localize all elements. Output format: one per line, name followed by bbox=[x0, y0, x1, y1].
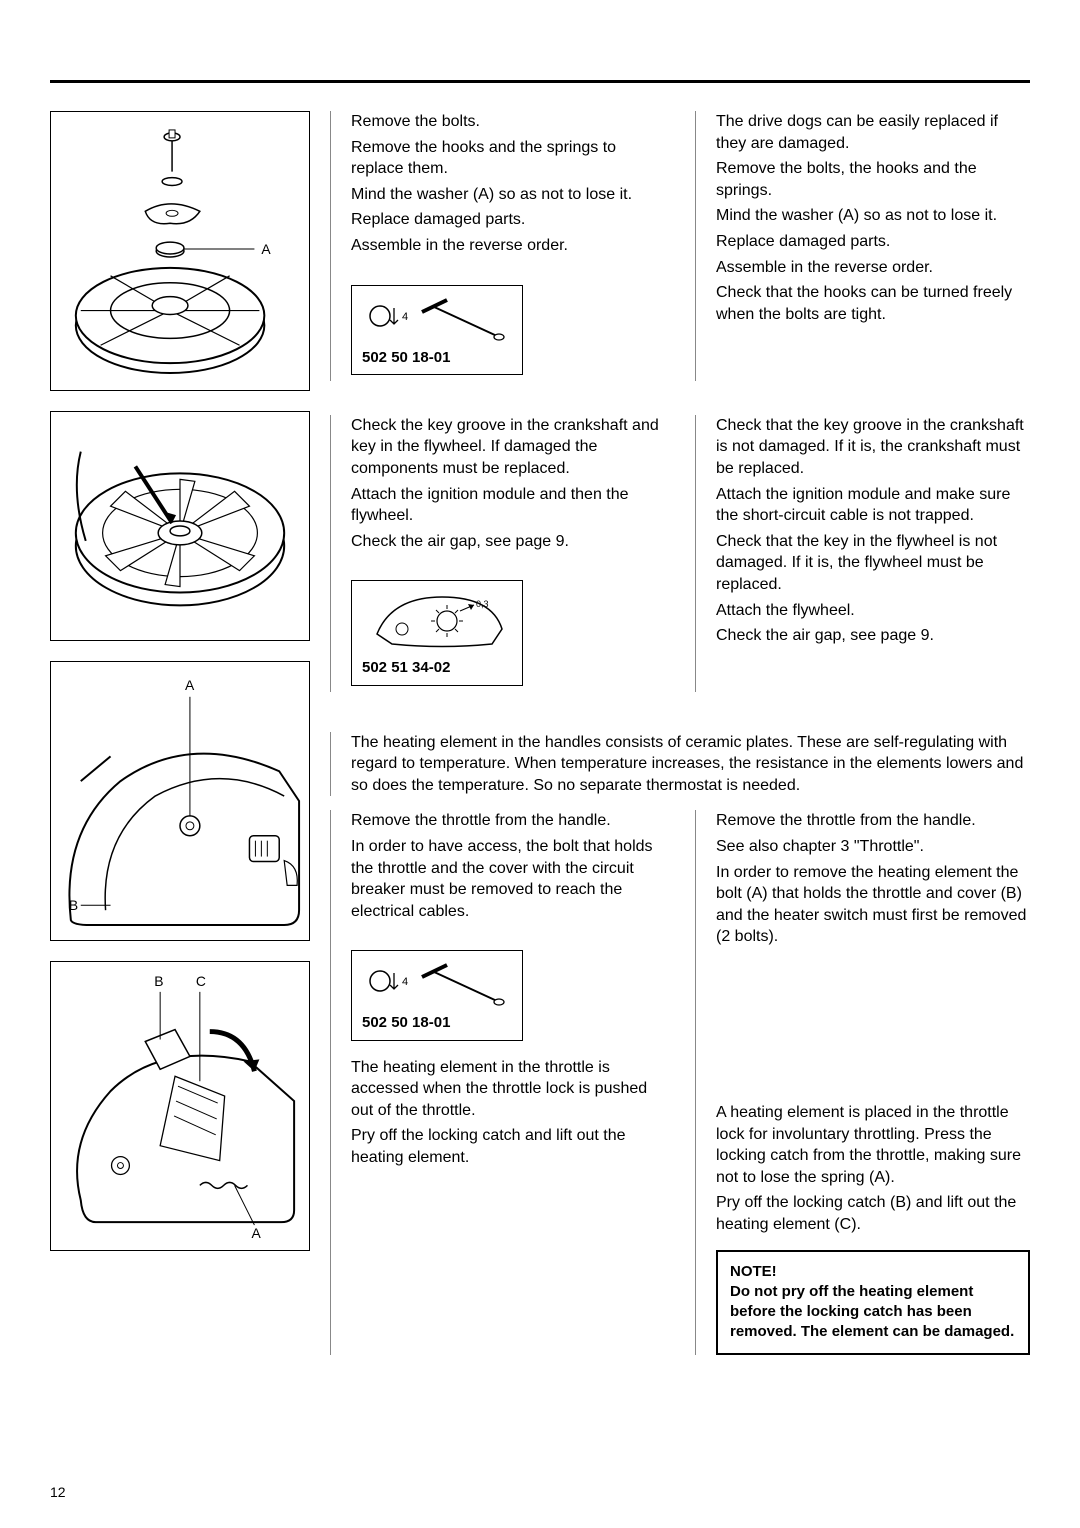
fig4-label-b: B bbox=[154, 973, 163, 989]
s2-r-p1: Check that the key groove in the cranksh… bbox=[716, 415, 1030, 480]
tool3-partno: 502 50 18-01 bbox=[362, 1013, 512, 1033]
tool2-partno: 502 51 34-02 bbox=[362, 658, 512, 678]
page-number: 12 bbox=[50, 1484, 66, 1500]
s2-r-p2: Attach the ignition module and make sure… bbox=[716, 484, 1030, 527]
s1-r-p3: Mind the washer (A) so as not to lose it… bbox=[716, 205, 1030, 227]
s2-r-p4: Attach the flywheel. bbox=[716, 600, 1030, 622]
tool1-torque: 4 bbox=[402, 311, 408, 323]
s2-mid-p1: Check the key groove in the crankshaft a… bbox=[351, 415, 665, 480]
fig3-label-a: A bbox=[185, 677, 195, 693]
fig4-label-c: C bbox=[196, 973, 206, 989]
tool1-partno: 502 50 18-01 bbox=[362, 348, 512, 368]
figure-flywheel bbox=[50, 411, 310, 641]
s4-mid-p1: The heating element in the throttle is a… bbox=[351, 1057, 665, 1122]
s1-r-p5: Assemble in the reverse order. bbox=[716, 257, 1030, 279]
figure-handle-heater: A B bbox=[50, 661, 310, 941]
section-1: Remove the bolts. Remove the hooks and t… bbox=[330, 111, 1030, 381]
s3-r-p3: In order to remove the heating element t… bbox=[716, 862, 1030, 948]
tool-box-2: 0,3 502 51 34-02 bbox=[351, 580, 523, 685]
s4-r-p2: Pry off the locking catch (B) and lift o… bbox=[716, 1192, 1030, 1235]
text-area: Remove the bolts. Remove the hooks and t… bbox=[330, 111, 1030, 1355]
s1-r-p4: Replace damaged parts. bbox=[716, 231, 1030, 253]
s2-mid-p3: Check the air gap, see page 9. bbox=[351, 531, 665, 553]
fig4-label-a: A bbox=[251, 1225, 261, 1241]
s2-r-p3: Check that the key in the flywheel is no… bbox=[716, 531, 1030, 596]
tool3-torque: 4 bbox=[402, 976, 408, 988]
figure-column: A bbox=[50, 111, 310, 1355]
s1-r-p6: Check that the hooks can be turned freel… bbox=[716, 282, 1030, 325]
s1-mid-p5: Assemble in the reverse order. bbox=[351, 235, 665, 257]
tool-box-3: 4 502 50 18-01 bbox=[351, 950, 523, 1040]
section-3-intro-wrap: The heating element in the handles consi… bbox=[330, 732, 1030, 797]
s1-r-p1: The drive dogs can be easily replaced if… bbox=[716, 111, 1030, 154]
s3-mid-p1: Remove the throttle from the handle. bbox=[351, 810, 665, 832]
s1-mid-p1: Remove the bolts. bbox=[351, 111, 665, 133]
note-box: NOTE! Do not pry off the heating element… bbox=[716, 1250, 1030, 1355]
s3-r-p1: Remove the throttle from the handle. bbox=[716, 810, 1030, 832]
top-rule bbox=[50, 80, 1030, 83]
s2-r-p5: Check the air gap, see page 9. bbox=[716, 625, 1030, 647]
figure-throttle-lock: A B C bbox=[50, 961, 310, 1251]
tool2-gap: 0,3 bbox=[476, 599, 489, 609]
section-2: Check the key groove in the crankshaft a… bbox=[330, 415, 1030, 692]
s3-mid-p2: In order to have access, the bolt that h… bbox=[351, 836, 665, 922]
figure-starter-pulley: A bbox=[50, 111, 310, 391]
s1-mid-p3: Mind the washer (A) so as not to lose it… bbox=[351, 184, 665, 206]
page: A bbox=[0, 0, 1080, 1528]
s3-intro: The heating element in the handles consi… bbox=[351, 732, 1030, 797]
s2-mid-p2: Attach the ignition module and then the … bbox=[351, 484, 665, 527]
s1-r-p2: Remove the bolts, the hooks and the spri… bbox=[716, 158, 1030, 201]
fig1-label-a: A bbox=[261, 241, 271, 257]
s1-mid-p4: Replace damaged parts. bbox=[351, 209, 665, 231]
s1-mid-p2: Remove the hooks and the springs to repl… bbox=[351, 137, 665, 180]
note-title: NOTE! bbox=[730, 1262, 1016, 1282]
s4-mid-p2: Pry off the locking catch and lift out t… bbox=[351, 1125, 665, 1168]
content-grid: A bbox=[50, 111, 1030, 1355]
tool-box-1: 4 502 50 18-01 bbox=[351, 285, 523, 375]
note-body: Do not pry off the heating element befor… bbox=[730, 1282, 1016, 1343]
fig3-label-b: B bbox=[69, 897, 78, 913]
s4-r-p1: A heating element is placed in the throt… bbox=[716, 1102, 1030, 1188]
s3-r-p2: See also chapter 3 "Throttle". bbox=[716, 836, 1030, 858]
section-3: Remove the throttle from the handle. In … bbox=[330, 810, 1030, 1354]
